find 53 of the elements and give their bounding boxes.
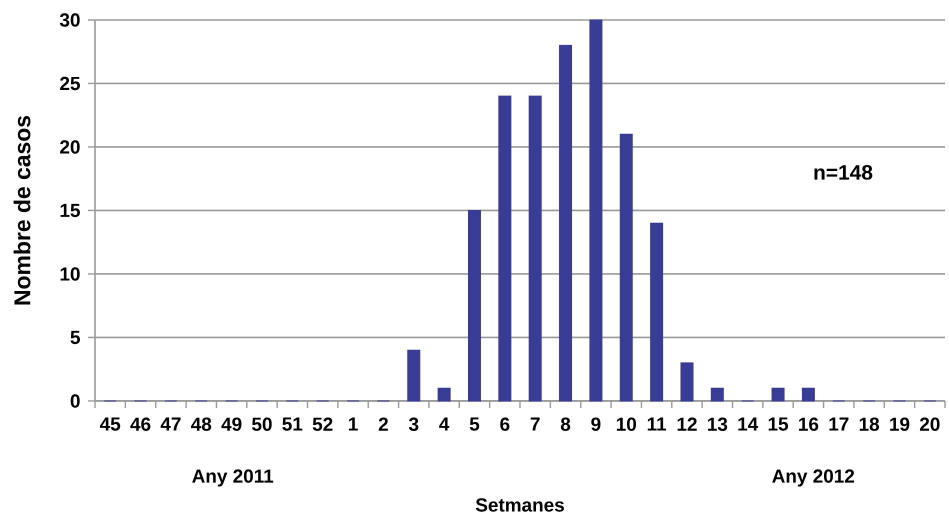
x-tick-label: 49 [221, 418, 242, 431]
x-tick-label: 19 [890, 418, 910, 431]
x-tick-label: 51 [282, 418, 302, 431]
y-tick-label: 5 [70, 330, 80, 344]
x-tick-label: 9 [591, 418, 600, 431]
text: Any 2012 [772, 469, 854, 487]
bar [620, 134, 633, 402]
x-tick-label: 12 [678, 418, 697, 431]
bar [772, 388, 785, 402]
y-axis-title: Nombre de casos [14, 116, 30, 304]
x-tick-label: 50 [252, 418, 272, 431]
bar [438, 388, 451, 402]
y-tick-label: 10 [60, 267, 80, 281]
x-tick-label: 7 [530, 418, 540, 431]
bar [407, 350, 420, 402]
bar [650, 222, 664, 402]
bar [498, 96, 512, 402]
y-tick-label: 25 [60, 76, 80, 90]
x-tick-label: 1 [348, 418, 358, 431]
bar [710, 388, 724, 402]
x-tick-label: 20 [920, 418, 940, 431]
x-tick-label: 15 [768, 418, 788, 431]
x-tick-label: 17 [829, 418, 848, 431]
x-tick-label: 8 [560, 418, 570, 431]
x-tick-label: 4 [439, 418, 450, 431]
x-tick-label: 46 [130, 418, 150, 431]
x-tick-label: 14 [738, 418, 758, 431]
x-tick-label: 2 [378, 418, 388, 431]
x-tick-label: 13 [708, 418, 728, 431]
x-axis-title: Setmanes [476, 498, 564, 512]
x-tick-label: 52 [312, 418, 332, 431]
y-tick-label: 20 [60, 140, 80, 154]
bar [559, 44, 572, 402]
x-tick-label: 5 [470, 418, 480, 431]
y-tick-label: 30 [60, 13, 80, 27]
bar [802, 388, 815, 402]
x-tick-label: 3 [408, 418, 418, 431]
x-tick-label: 10 [616, 418, 636, 431]
y-tick-label: 15 [60, 204, 80, 218]
annotation: n=148 [814, 164, 872, 180]
text: Any 2011 [192, 469, 274, 487]
x-tick-label: 48 [191, 418, 212, 431]
bar [589, 19, 602, 402]
bar [528, 96, 542, 402]
x-tick-label: 11 [648, 418, 666, 431]
x-tick-label: 47 [160, 418, 181, 431]
bar [468, 210, 481, 402]
x-tick-label: 45 [100, 418, 120, 431]
bar [680, 362, 694, 402]
x-tick-label: 18 [860, 418, 880, 431]
y-tick-label: 0 [70, 394, 80, 408]
x-tick-label: 16 [799, 418, 818, 431]
x-tick-label: 6 [500, 418, 510, 431]
